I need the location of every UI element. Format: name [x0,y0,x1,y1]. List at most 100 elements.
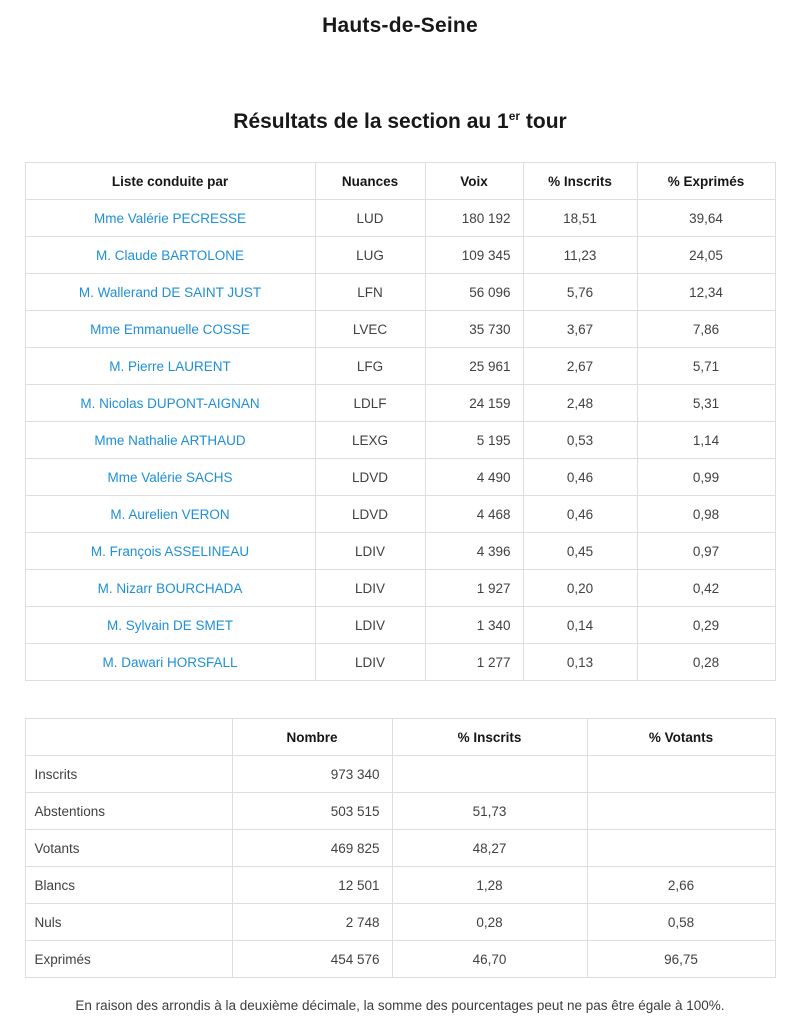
pct-votants-cell: 0,58 [586,903,776,941]
candidate-cell: M. Pierre LAURENT [24,347,316,385]
section-title-suffix: tour [520,110,567,133]
pct-exprimes-cell: 24,05 [636,236,776,274]
candidate-link[interactable]: M. François ASSELINEAU [90,543,250,559]
pct-inscrits-cell: 1,28 [391,866,588,904]
row-label: Nuls [24,903,233,941]
nuance-cell: LDIV [314,606,426,644]
row-label: Votants [24,829,233,867]
candidate-cell: M. Sylvain DE SMET [24,606,316,644]
voix-cell: 109 345 [424,236,524,274]
pct-inscrits-cell: 0,20 [522,569,638,607]
pct-inscrits-cell: 2,67 [522,347,638,385]
section-title-superscript: er [508,109,521,123]
candidate-cell: Mme Emmanuelle COSSE [24,310,316,348]
pct-inscrits-cell: 51,73 [391,792,588,830]
nombre-cell: 503 515 [231,792,393,830]
nuance-cell: LVEC [314,310,426,348]
candidate-cell: M. François ASSELINEAU [24,532,316,570]
candidate-cell: M. Aurelien VERON [24,495,316,533]
voix-cell: 1 277 [424,643,524,681]
nuance-cell: LDVD [314,458,426,496]
voix-cell: 4 396 [424,532,524,570]
pct-exprimes-cell: 5,31 [636,384,776,422]
table-row: Blancs 12 501 1,28 2,66 [24,866,776,904]
table-row: Mme Valérie SACHS LDVD 4 490 0,46 0,99 [24,458,776,496]
pct-inscrits-cell: 0,14 [522,606,638,644]
pct-votants-cell [586,829,776,867]
pct-inscrits-cell: 2,48 [522,384,638,422]
row-label: Blancs [24,866,233,904]
pct-votants-cell [586,792,776,830]
pct-inscrits-cell: 0,53 [522,421,638,459]
candidate-cell: Mme Nathalie ARTHAUD [24,421,316,459]
voix-cell: 24 159 [424,384,524,422]
candidate-link[interactable]: M. Nizarr BOURCHADA [97,580,243,596]
pct-inscrits-cell: 18,51 [522,199,638,237]
column-header-empty [24,718,233,756]
voix-cell: 56 096 [424,273,524,311]
nuance-cell: LEXG [314,421,426,459]
nombre-cell: 973 340 [231,755,393,793]
participation-table: Nombre % Inscrits % Votants Inscrits 973… [24,718,776,978]
table-row: Abstentions 503 515 51,73 [24,792,776,830]
pct-exprimes-cell: 5,71 [636,347,776,385]
row-label: Abstentions [24,792,233,830]
pct-exprimes-cell: 1,14 [636,421,776,459]
table-row: M. Sylvain DE SMET LDIV 1 340 0,14 0,29 [24,606,776,644]
candidate-link[interactable]: Mme Valérie SACHS [107,469,233,485]
voix-cell: 4 468 [424,495,524,533]
candidate-link[interactable]: M. Claude BARTOLONE [95,247,245,263]
section-title: Résultats de la section au 1er tour [0,110,800,134]
nombre-cell: 454 576 [231,940,393,978]
candidate-link[interactable]: Mme Emmanuelle COSSE [90,321,250,337]
rounding-disclaimer: En raison des arrondis à la deuxième déc… [75,998,725,1013]
candidate-link[interactable]: M. Nicolas DUPONT-AIGNAN [80,395,260,411]
table-row: M. Dawari HORSFALL LDIV 1 277 0,13 0,28 [24,643,776,681]
table-row: M. Pierre LAURENT LFG 25 961 2,67 5,71 [24,347,776,385]
table-row: Mme Nathalie ARTHAUD LEXG 5 195 0,53 1,1… [24,421,776,459]
column-header-liste: Liste conduite par [24,162,316,200]
column-header-pct-inscrits: % Inscrits [391,718,588,756]
pct-exprimes-cell: 12,34 [636,273,776,311]
pct-inscrits-cell [391,755,588,793]
voix-cell: 35 730 [424,310,524,348]
candidate-cell: M. Nizarr BOURCHADA [24,569,316,607]
pct-inscrits-cell: 48,27 [391,829,588,867]
candidate-link[interactable]: Mme Valérie PECRESSE [93,210,247,226]
nuance-cell: LFN [314,273,426,311]
pct-exprimes-cell: 0,29 [636,606,776,644]
nombre-cell: 2 748 [231,903,393,941]
column-header-nuances: Nuances [314,162,426,200]
table-row: M. Nicolas DUPONT-AIGNAN LDLF 24 159 2,4… [24,384,776,422]
column-header-pct-votants: % Votants [586,718,776,756]
voix-cell: 4 490 [424,458,524,496]
nuance-cell: LDIV [314,643,426,681]
table-row: Exprimés 454 576 46,70 96,75 [24,940,776,978]
candidate-link[interactable]: M. Dawari HORSFALL [102,654,238,670]
table-row: M. Wallerand DE SAINT JUST LFN 56 096 5,… [24,273,776,311]
candidate-link[interactable]: M. Wallerand DE SAINT JUST [78,284,262,300]
pct-inscrits-cell: 0,46 [522,458,638,496]
nuance-cell: LDLF [314,384,426,422]
table-row: M. François ASSELINEAU LDIV 4 396 0,45 0… [24,532,776,570]
candidate-cell: M. Nicolas DUPONT-AIGNAN [24,384,316,422]
candidate-link[interactable]: Mme Nathalie ARTHAUD [94,432,246,448]
column-header-pct-exprimes: % Exprimés [636,162,776,200]
nuance-cell: LFG [314,347,426,385]
pct-inscrits-cell: 46,70 [391,940,588,978]
nombre-cell: 469 825 [231,829,393,867]
pct-exprimes-cell: 0,28 [636,643,776,681]
candidate-link[interactable]: M. Sylvain DE SMET [106,617,234,633]
voix-cell: 180 192 [424,199,524,237]
table-row: Nuls 2 748 0,28 0,58 [24,903,776,941]
candidate-link[interactable]: M. Pierre LAURENT [109,358,231,374]
candidate-link[interactable]: M. Aurelien VERON [110,506,230,522]
column-header-voix: Voix [424,162,524,200]
candidate-cell: M. Wallerand DE SAINT JUST [24,273,316,311]
nuance-cell: LUG [314,236,426,274]
section-title-text: Résultats de la section au 1 [233,110,509,133]
row-label: Exprimés [24,940,233,978]
pct-inscrits-cell: 0,45 [522,532,638,570]
table-row: Mme Valérie PECRESSE LUD 180 192 18,51 3… [24,199,776,237]
